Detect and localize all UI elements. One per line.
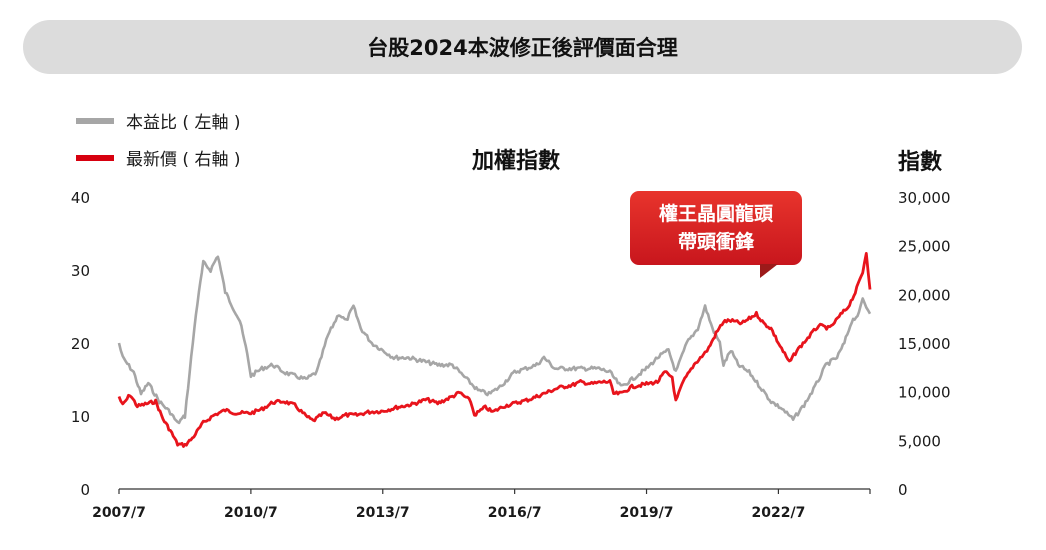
index-price-series-line — [117, 252, 872, 448]
y-left-tick-label: 30 — [71, 262, 90, 280]
y-left-tick-label: 40 — [71, 189, 90, 207]
y-left-tick-label: 20 — [71, 335, 90, 353]
callout-line-1: 權王晶圓龍頭 — [658, 203, 773, 225]
legend-item-price: 最新價 ( 右軸 ) — [76, 145, 240, 170]
legend-item-pe: 本益比 ( 左軸 ) — [76, 108, 240, 133]
right-axis-title: 指數 — [898, 150, 943, 175]
x-tick-label: 2013/7 — [356, 505, 410, 521]
legend-label-pe: 本益比 ( 左軸 ) — [126, 113, 241, 133]
callout-box: 權王晶圓龍頭 帶頭衝鋒 — [630, 191, 802, 265]
y-right-tick-label: 30,000 — [898, 189, 951, 207]
y-right-tick-label: 25,000 — [898, 238, 951, 256]
y-left-tick-label: 0 — [80, 481, 90, 499]
chart-title-banner: 台股2024本波修正後評價面合理 — [23, 20, 1022, 74]
y-right-tick-label: 5,000 — [898, 432, 941, 450]
pe-ratio-series-line — [117, 255, 872, 425]
legend-swatch-red — [76, 154, 114, 161]
legend-swatch-gray — [76, 117, 114, 124]
x-tick-label: 2019/7 — [620, 505, 674, 521]
x-tick-label: 2007/7 — [92, 505, 146, 521]
x-tick-label: 2010/7 — [224, 505, 278, 521]
callout-line-2: 帶頭衝鋒 — [677, 231, 754, 253]
x-tick-label: 2022/7 — [752, 505, 806, 521]
legend-label-price: 最新價 ( 右軸 ) — [126, 150, 241, 170]
index-label: 加權指數 — [472, 149, 561, 174]
chart-title: 台股2024本波修正後評價面合理 — [367, 36, 678, 60]
y-right-tick-label: 10,000 — [898, 384, 951, 402]
x-tick-label: 2016/7 — [488, 505, 542, 521]
y-right-tick-label: 0 — [898, 481, 908, 499]
y-right-tick-label: 15,000 — [898, 335, 951, 353]
y-left-tick-label: 10 — [71, 408, 90, 426]
y-right-tick-label: 20,000 — [898, 286, 951, 304]
callout-tail — [760, 264, 778, 278]
